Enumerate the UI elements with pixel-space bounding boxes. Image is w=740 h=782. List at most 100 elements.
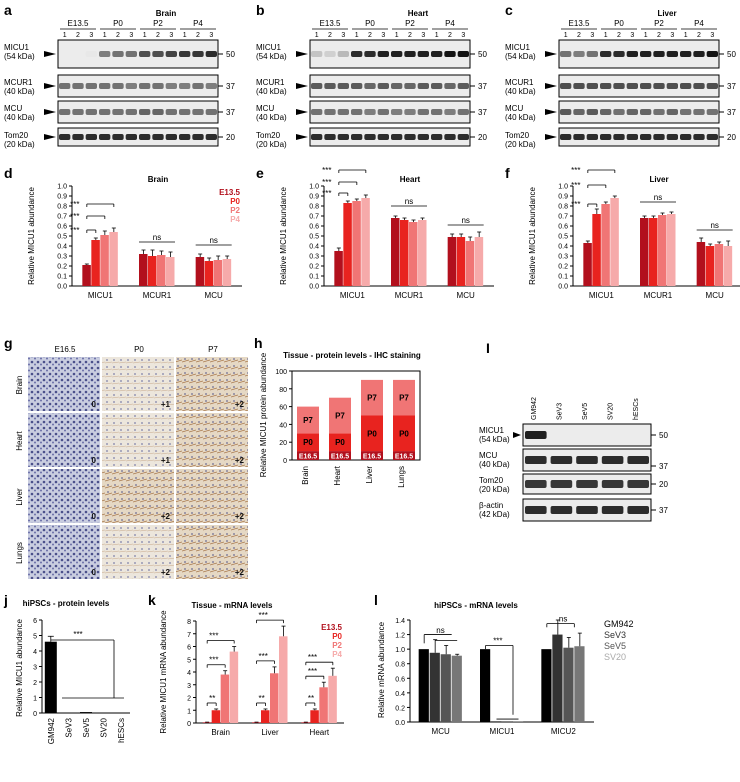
blot-arrow-icon [296, 134, 308, 140]
y-tick-label: 40 [279, 422, 287, 429]
ihc-score: +2 [161, 512, 171, 521]
blot-arrow-icon [296, 51, 308, 57]
blot-band [165, 83, 177, 89]
y-tick-label: 0.8 [57, 204, 67, 211]
y-tick-label: 0.4 [558, 244, 568, 251]
bar [714, 244, 724, 286]
blot-band [85, 109, 97, 115]
segment-label: E16.5 [331, 454, 349, 461]
blot-lane-label: GM942 [531, 397, 538, 420]
stacked-segment [297, 433, 319, 452]
blot-band [576, 506, 598, 514]
blot-mw-label: 50 [727, 50, 736, 59]
x-tick-label: MCU [457, 291, 475, 300]
ihc-micrograph [176, 469, 248, 523]
panel-title-c: Liver [657, 9, 676, 18]
blot-row-kda: (54 kDa) [256, 52, 287, 61]
bar [361, 198, 370, 286]
ihc-column-label: P7 [208, 345, 218, 354]
blot-arrow-icon [296, 109, 308, 115]
bar [115, 712, 128, 714]
y-tick-label: 0.0 [558, 284, 568, 291]
ihc-micrograph [176, 413, 248, 467]
blot-band [377, 134, 389, 140]
blot-band [626, 134, 638, 140]
blot-band [525, 431, 547, 439]
bar [328, 675, 337, 723]
y-tick-label: 0.3 [558, 254, 568, 261]
legend-entry: P0 [332, 632, 342, 641]
stacked-segment [297, 451, 319, 460]
blot-row-label: MCU [4, 104, 22, 113]
blot-arrow-icon [296, 83, 308, 89]
ns-label: ns [654, 193, 662, 202]
bar [541, 649, 552, 722]
x-tick-label: MICU1 [340, 291, 365, 300]
x-tick-label: SeV5 [82, 717, 91, 737]
blot-row-kda: (40 kDa) [256, 113, 287, 122]
segment-label: P0 [335, 438, 345, 447]
blot-arrow-icon [44, 51, 56, 57]
blot-band [364, 51, 376, 57]
chart-title: Brain [148, 175, 169, 184]
y-tick-label: 0.1 [558, 274, 568, 281]
blot-arrow-icon [513, 432, 521, 438]
blot-band [627, 456, 649, 464]
y-tick-label: 0.7 [558, 214, 568, 221]
blot-band [600, 134, 612, 140]
panel-letter-j: j [3, 592, 8, 608]
blot-row-kda: (40 kDa) [256, 87, 287, 96]
y-tick-label: 0.3 [57, 254, 67, 261]
blot-mw-label: 37 [659, 506, 668, 515]
blot-mw-label: 37 [478, 82, 487, 91]
ihc-column-label: P0 [134, 345, 144, 354]
blot-stage-label: P4 [445, 19, 455, 28]
blot-lane-number: 2 [408, 32, 412, 39]
chart-ylabel: Relative MICU1 abundance [27, 187, 36, 285]
y-tick-label: 0.3 [309, 254, 319, 261]
y-tick-label: 2 [187, 696, 191, 703]
blot-band [391, 134, 403, 140]
blot-lane-number: 3 [590, 32, 594, 39]
chart-ylabel: Relative mRNA abundance [377, 621, 386, 718]
blot-band [205, 109, 217, 115]
blot-band [112, 134, 124, 140]
blot-row-kda: (54 kDa) [4, 52, 35, 61]
y-tick-label: 4 [33, 649, 37, 656]
blot-row-kda: (20 kDa) [4, 140, 35, 149]
y-tick-label: 1 [33, 696, 37, 703]
blot-band [351, 51, 363, 57]
y-tick-label: 0.0 [57, 284, 67, 291]
chart-ylabel: Relative MICU1 abundance [528, 187, 537, 285]
blot-lane-number: 1 [644, 32, 648, 39]
bar [640, 218, 649, 286]
x-tick-label: MCUR1 [143, 291, 172, 300]
y-tick-label: 0.2 [395, 705, 405, 712]
y-tick-label: 100 [275, 369, 287, 376]
bar [451, 655, 462, 722]
blot-band [112, 109, 124, 115]
chart-ylabel: Relative MICU1 abundance [279, 187, 288, 285]
blot-band [525, 506, 547, 514]
blot-band [324, 83, 336, 89]
blot-row-label: Tom20 [479, 476, 504, 485]
blot-band [391, 109, 403, 115]
blot-band [165, 51, 177, 57]
blot-band [653, 109, 665, 115]
blot-band [576, 480, 598, 488]
ihc-score: +1 [161, 456, 171, 465]
blot-band [125, 109, 137, 115]
segment-label: P0 [399, 429, 409, 438]
x-tick-label: MCUR1 [644, 291, 673, 300]
y-tick-label: 80 [279, 387, 287, 394]
blot-stage-label: P2 [654, 19, 664, 28]
segment-label: E16.5 [299, 454, 317, 461]
segment-label: E16.5 [363, 454, 381, 461]
blot-band [693, 134, 705, 140]
ihc-micrograph [28, 469, 100, 523]
y-tick-label: 0.5 [309, 234, 319, 241]
x-tick-label: MICU1 [490, 727, 515, 736]
blot-row-kda: (42 kDa) [479, 510, 510, 519]
bar [465, 241, 475, 286]
blot-band [192, 109, 204, 115]
